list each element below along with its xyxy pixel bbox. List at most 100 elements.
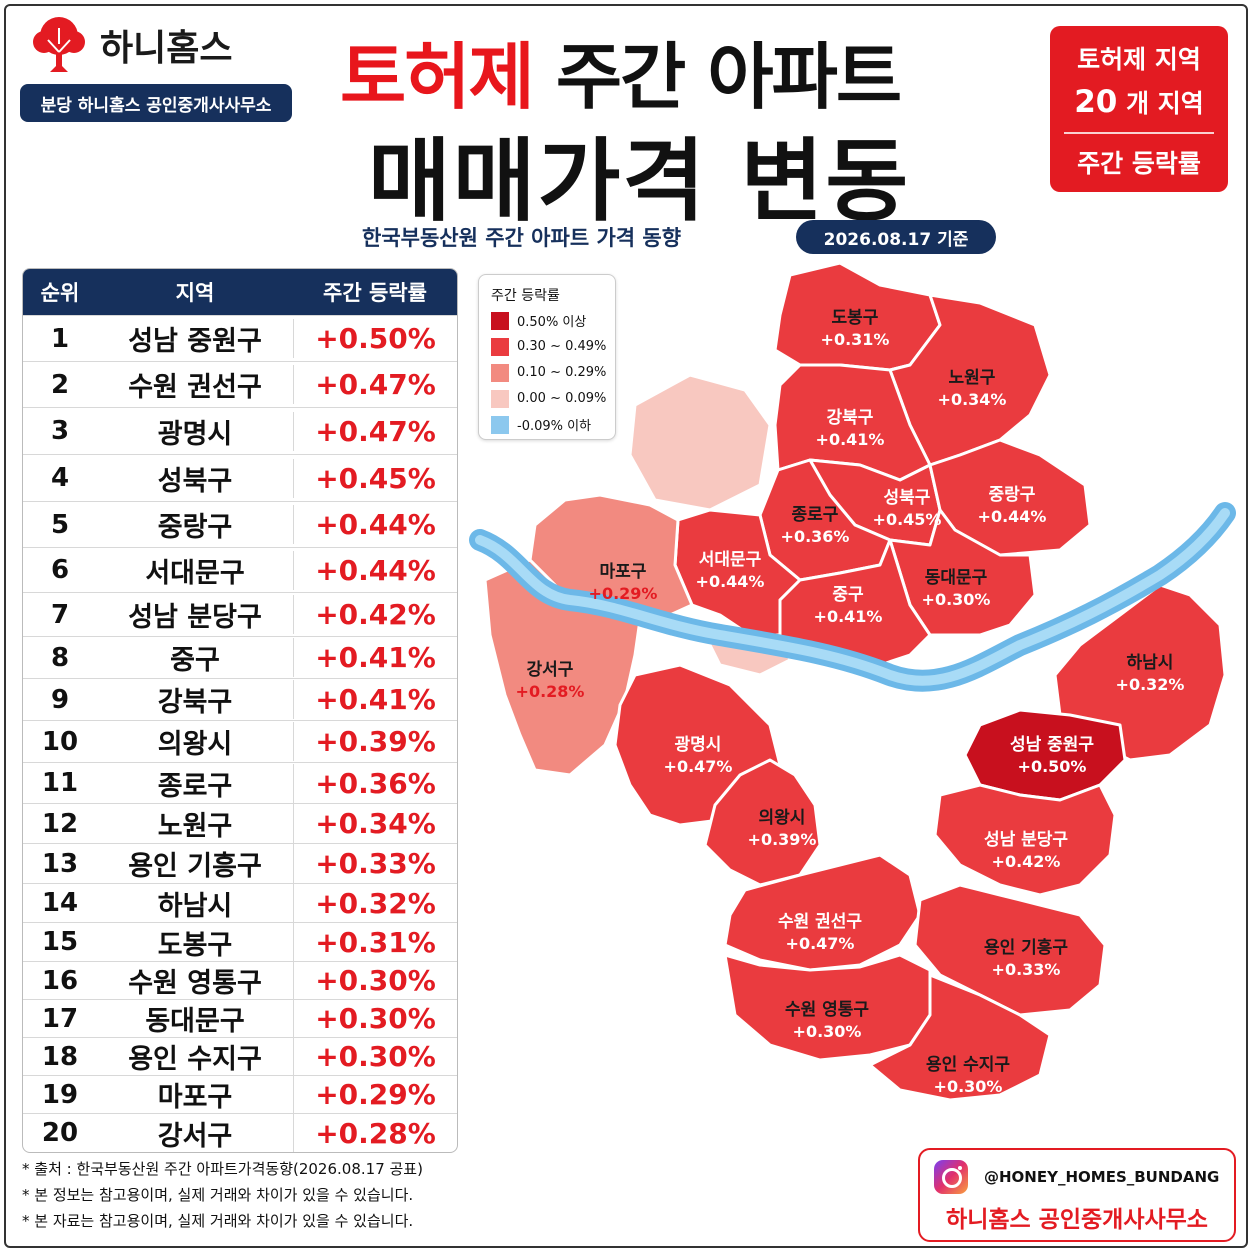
header-change: 주간 등락률 [323,281,427,305]
region-name-label: 노원구 [949,368,996,388]
tree-icon [33,17,85,72]
table-row: 9 강북구 +0.41% [23,678,457,720]
footnote-disclaimer-2: * 본 자료는 참고용이며, 실제 거래와 차이가 있을 수 있습니다. [22,1212,414,1230]
region-cell: 강북구 [97,680,294,719]
table-row: 19 마포구 +0.29% [23,1075,457,1114]
rank-cell: 3 [50,416,70,446]
region-shape[interactable] [868,973,1052,1102]
region-name-label: 하남시 [1127,653,1174,673]
header-rank: 순위 [40,281,80,305]
change-cell: +0.31% [315,925,436,959]
region-shape[interactable] [928,438,1092,557]
brand-logo: 하니홈스 [28,14,232,76]
rank-cell: 8 [50,642,70,673]
region-value-label: +0.33% [992,960,1061,979]
region-value-label: +0.30% [934,1077,1003,1096]
legend-label: 0.30 ~ 0.49% [517,339,607,354]
region-value-label: +0.30% [793,1022,862,1041]
table-row: 18 용인 수지구 +0.30% [23,1037,457,1076]
badge-line1: 토허제 지역 [1077,45,1201,74]
region-name-label: 용인 수지구 [926,1055,1010,1075]
table-row: 4 성북구 +0.45% [23,454,457,501]
region-name-label: 성남 분당구 [984,830,1068,850]
region-cell: 중구 [97,638,294,677]
region-shape[interactable] [913,883,1107,1017]
table-row: 16 수원 영통구 +0.30% [23,961,457,1000]
region-value-label: +0.41% [814,607,883,626]
rank-cell: 19 [41,1079,79,1110]
table-row: 14 하남시 +0.32% [23,883,457,923]
region-name-label: 동대문구 [925,568,988,588]
region-name-label: 수원 영통구 [785,1000,869,1020]
change-cell: +0.39% [315,725,436,758]
rank-cell: 7 [50,599,70,630]
table-row: 5 중랑구 +0.44% [23,501,457,547]
legend-item: 0.00 ~ 0.09% [491,389,615,408]
region-cell: 의왕시 [97,722,294,761]
footnote-disclaimer-1: * 본 정보는 참고용이며, 실제 거래와 차이가 있을 수 있습니다. [22,1186,414,1204]
legend-swatch [491,415,509,434]
region-cell: 종로구 [97,763,294,803]
region-shape[interactable] [703,758,822,887]
region-name-label: 강서구 [527,660,574,680]
table-row: 15 도봉구 +0.31% [23,922,457,962]
region-shape[interactable] [933,783,1117,897]
rank-cell: 2 [50,369,70,400]
table-row: 12 노원구 +0.34% [23,803,457,843]
region-cell: 성남 중원구 [97,319,294,358]
region-shape[interactable] [723,853,922,972]
rank-cell: 20 [41,1118,79,1148]
region-name-label: 종로구 [792,505,839,525]
change-cell: +0.36% [315,766,436,800]
change-cell: +0.42% [315,598,436,631]
title-highlight: 토허제 [340,35,535,119]
table-row: 17 동대문구 +0.30% [23,999,457,1038]
region-cell: 수원 권선구 [97,365,294,404]
page-title-line2: 매매가격 변동 [368,129,911,234]
region-value-label: +0.29% [589,584,658,603]
region-name-label: 마포구 [600,562,647,582]
region-name-label: 강북구 [827,408,874,428]
instagram-icon[interactable] [934,1160,968,1194]
region-value-label: +0.31% [821,330,890,349]
change-cell: +0.44% [315,553,436,587]
rank-cell: 11 [41,768,79,798]
header-region: 지역 [175,281,215,305]
change-cell: +0.41% [315,641,436,674]
legend-item: 0.30 ~ 0.49% [491,337,615,356]
region-value-label: +0.47% [664,757,733,776]
region-cell: 광명시 [97,411,294,451]
region-map: 도봉구 +0.31% 노원구 +0.34% 강북구 +0.41% 성북구 +0.45% 중랑구 +… [469,261,1236,1102]
region-cell: 중랑구 [97,505,294,544]
region-value-label: +0.45% [873,510,942,529]
region-value-label: +0.34% [938,390,1007,409]
region-value-label: +0.32% [1116,675,1185,694]
rank-cell: 12 [41,808,79,839]
region-cell: 하남시 [97,883,294,923]
brand-name: 하니홈스 [100,28,233,69]
unlabeled-region [628,373,772,512]
region-value-label: +0.50% [1018,757,1087,776]
rank-cell: 18 [41,1041,79,1072]
change-cell: +0.47% [315,414,436,448]
region-name-label: 중구 [832,585,864,605]
legend-swatch [491,311,509,330]
region-value-label: +0.41% [816,430,885,449]
region-cell: 수원 영통구 [97,961,294,1000]
change-cell: +0.29% [315,1078,436,1111]
region-name-label: 광명시 [675,735,722,755]
legend-item: -0.09% 이하 [491,415,615,434]
rank-cell: 10 [41,726,79,757]
region-name-label: 수원 권선구 [778,912,862,932]
rank-cell: 17 [41,1003,79,1034]
title-rest: 주간 아파트 [555,35,902,119]
region-cell: 용인 수지구 [97,1037,294,1076]
instagram-handle[interactable]: @HONEY_HOMES_BUNDANG [984,1168,1220,1186]
rank-cell: 1 [50,323,70,354]
rank-cell: 4 [50,463,70,493]
region-cell: 마포구 [97,1075,294,1114]
table-header: 순위 지역 주간 등락률 [23,269,457,315]
change-cell: +0.30% [315,1040,436,1073]
region-value-label: +0.47% [786,934,855,953]
table-row: 13 용인 기흥구 +0.33% [23,843,457,883]
